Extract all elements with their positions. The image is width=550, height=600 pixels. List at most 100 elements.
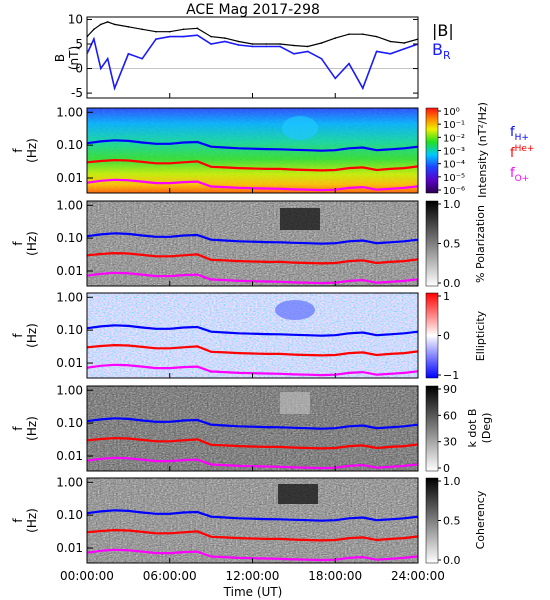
point-b-r (362, 87, 364, 89)
legend-b-total: |B| (432, 21, 454, 40)
b-field-y-ticks: -5 0 5 10 (68, 12, 418, 100)
coherency-colorbar (425, 477, 439, 564)
curve-f-he (87, 436, 418, 450)
x-tick-label: 12:00:00 (226, 569, 280, 583)
point-b-r (99, 67, 102, 70)
freq-tick-label: 0.10 (56, 231, 83, 245)
point-b-total (320, 42, 323, 44)
point-b-r (320, 57, 323, 60)
intensity-colorbar (425, 107, 439, 194)
colorbar-tick-label: 10⁻⁵ (443, 173, 465, 184)
point-b-total (306, 45, 309, 48)
point-b-total (99, 23, 102, 26)
kdotb-colorbar-ticks: 90 60 30 0 (438, 383, 457, 475)
point-b-total (113, 23, 116, 26)
kdotb-panel: 90 60 30 0 k dot B (Deg) (86, 383, 493, 475)
legend-f-he: fHe+ (510, 144, 534, 161)
kdotb-colorbar-label-2: (Deg) (480, 413, 493, 444)
point-b-total (210, 35, 212, 38)
freq-ylabel-1: f (11, 241, 25, 246)
ellipticity-heatmap (87, 293, 418, 378)
curve-f-h (87, 232, 418, 245)
point-b-r (348, 62, 350, 65)
colorbar-tick-label: 0.0 (443, 277, 461, 290)
point-b-r (375, 50, 378, 53)
point-b-total (403, 42, 406, 44)
point-b-r (224, 40, 226, 43)
coherency-colorbar-label: Coherency (474, 490, 487, 549)
point-b-r (251, 45, 254, 48)
point-b-r (403, 48, 406, 50)
point-b-r (279, 45, 281, 48)
b-field-panel: -5 0 5 10 B (nT) |B| BR (53, 12, 454, 100)
polarization-colorbar-label: % Polarization (474, 205, 487, 283)
point-b-r (265, 45, 268, 48)
b-field-ylabel-1: B (53, 54, 67, 62)
intensity-texture (87, 108, 418, 193)
freq-tick-label: 0.10 (56, 323, 83, 337)
colorbar-tick-label: −1 (443, 369, 459, 382)
point-b-r (93, 38, 95, 40)
freq-tick-label: 1.00 (56, 198, 83, 212)
intensity-colorbar-label: Intensity (nT²/Hz) (476, 102, 489, 198)
freq-tick-label: 0.10 (56, 416, 83, 430)
coherency-panel: 1.0 0.5 0.0 Coherency (86, 475, 487, 567)
y-tick-label: 5 (75, 37, 83, 51)
freq-ylabel-1: f (11, 148, 25, 153)
freq-tick-label: 1.00 (56, 290, 83, 304)
ellipticity-colorbar-ticks: 1 0 −1 (438, 290, 459, 382)
curve-f-he (87, 158, 418, 172)
point-b-total (251, 43, 254, 45)
point-b-total (348, 33, 350, 35)
colorbar-tick-label: 1 (443, 290, 450, 303)
colorbar-tick-label: 10⁻² (443, 133, 465, 144)
point-b-r (237, 44, 240, 46)
freq-ylabel-2: (Hz) (25, 508, 39, 533)
colorbar-tick-label: 10⁻³ (443, 147, 465, 158)
polarization-feature (280, 208, 320, 230)
polarization-colorbar (425, 200, 439, 287)
freq-tick-label: 1.00 (56, 383, 83, 397)
time-axis: 00:00:00 06:00:00 12:00:00 18:00:00 24:00:00 (60, 93, 445, 583)
x-tick-label: 24:00:00 (391, 569, 445, 583)
colorbar-tick-label: 10⁻⁴ (443, 160, 465, 171)
legend-f-h: fH+ (510, 125, 529, 143)
curve-f-he (87, 251, 418, 265)
coherency-feature (278, 484, 318, 504)
polarization-colorbar-ticks: 1.0 0.5 0.0 (438, 198, 461, 290)
x-tick-label: 06:00:00 (143, 569, 197, 583)
colorbar-tick-label: 10⁻¹ (443, 120, 465, 131)
point-b-r (127, 53, 130, 55)
point-b-r (87, 53, 88, 55)
colorbar-tick-label: 30 (443, 436, 457, 449)
point-b-total (224, 37, 226, 39)
point-b-total (141, 28, 143, 31)
intensity-panel: 10⁰ 10⁻¹ 10⁻² 10⁻³ 10⁻⁴ 10⁻⁵ 10⁻⁶ Intensity (n… (86, 102, 534, 198)
kdotb-feature (280, 392, 310, 414)
colorbar-tick-label: 60 (443, 409, 457, 422)
curve-f-h (87, 324, 418, 337)
point-b-r (106, 57, 109, 60)
freq-tick-label: 0.10 (56, 508, 83, 522)
freq-tick-label: 0.01 (56, 356, 83, 370)
freq-tick-label: 0.01 (56, 449, 83, 463)
point-b-r (196, 34, 199, 36)
point-b-total (196, 27, 199, 30)
ellipticity-panel: 1 0 −1 Ellipticity (86, 290, 487, 382)
freq-ylabel-2: (Hz) (25, 231, 39, 256)
coherency-colorbar-ticks: 1.0 0.5 0.0 (438, 475, 461, 567)
y-tick-label: -5 (71, 86, 83, 100)
colorbar-tick-label: 10⁰ (443, 107, 460, 118)
colorbar-tick-label: 0.5 (443, 238, 461, 251)
freq-ylabel-2: (Hz) (25, 138, 39, 163)
curve-f-h (87, 417, 418, 430)
freq-ylabel-1: f (11, 426, 25, 431)
ellipticity-colorbar-label: Ellipticity (474, 310, 487, 361)
curve-f-he (87, 528, 418, 542)
colorbar-tick-label: 0 (443, 330, 450, 343)
curve-f-he (87, 343, 418, 357)
polarization-panel: 1.0 0.5 0.0 % Polarization (86, 198, 487, 290)
point-b-total (389, 40, 392, 43)
kdotb-colorbar-label-1: k dot B (466, 409, 479, 448)
ellipticity-feature (275, 300, 315, 320)
